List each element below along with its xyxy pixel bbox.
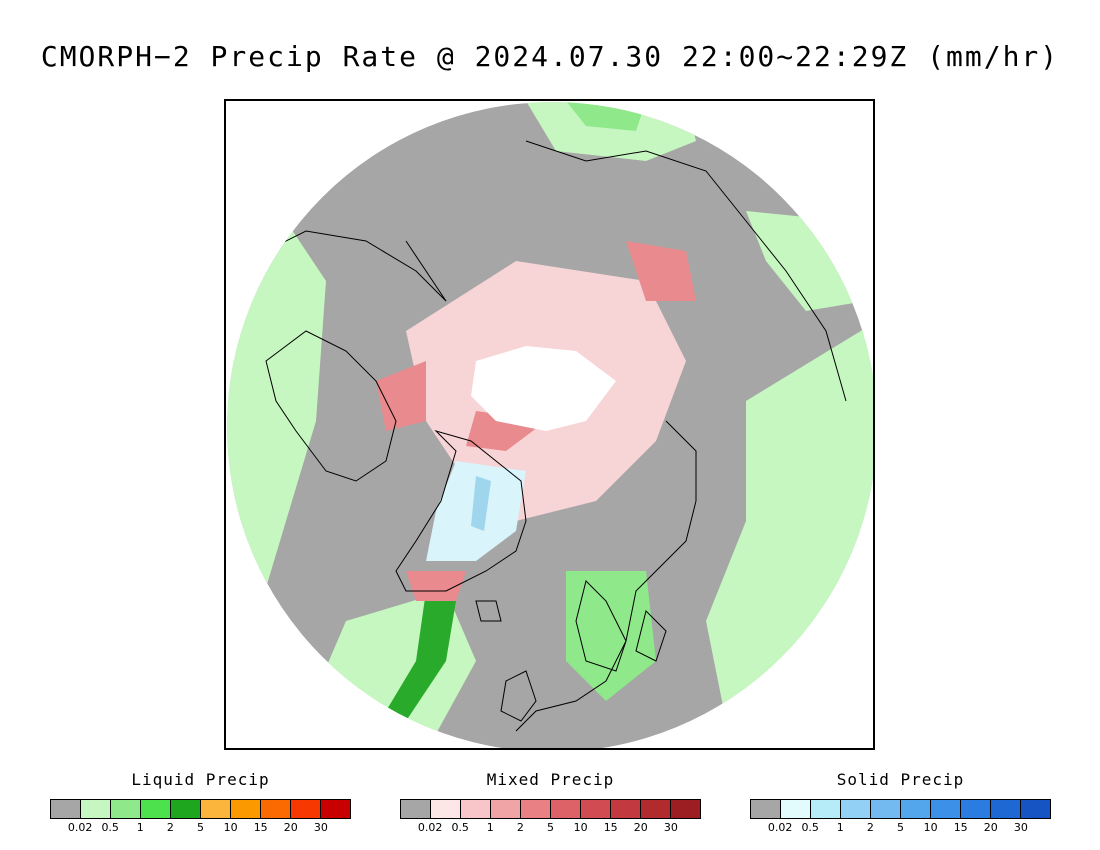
- colorbar-tick-label: 0.02: [417, 821, 443, 834]
- colorbar-swatch: [991, 800, 1021, 818]
- colorbar-swatch: [931, 800, 961, 818]
- colorbar-tick-label: 1: [486, 821, 494, 834]
- coastlines: [245, 140, 847, 732]
- colorbar-tick-label: 10: [923, 821, 938, 834]
- colorbar: [50, 799, 351, 819]
- colorbar-swatch: [871, 800, 901, 818]
- colorbar-tick-label: 0.5: [451, 821, 469, 834]
- colorbar-swatch: [611, 800, 641, 818]
- colorbar-tick-label: 15: [253, 821, 268, 834]
- border-line: [405, 240, 447, 302]
- colorbar-ticks: 0.02 0.5 1 2 5 10 15 20 30: [400, 821, 701, 837]
- colorbar-tick-label: 2: [166, 821, 174, 834]
- colorbar-swatch: [401, 800, 431, 818]
- colorbar-tick-label: 5: [197, 821, 204, 834]
- colorbar-tick-label: 2: [516, 821, 524, 834]
- colorbar-swatch: [261, 800, 291, 818]
- map-panel: [224, 99, 875, 750]
- colorbar-tick-label: 1: [136, 821, 144, 834]
- colorbar-tick-label: 10: [573, 821, 588, 834]
- colorbar-swatch: [291, 800, 321, 818]
- colorbar-tick-label: 5: [547, 821, 554, 834]
- colorbar-tick-label: 30: [1013, 821, 1028, 834]
- colorbar-tick-label: 0.5: [801, 821, 819, 834]
- colorbar-swatch: [461, 800, 491, 818]
- colorbar-swatch: [491, 800, 521, 818]
- colorbar-tick-label: 30: [663, 821, 678, 834]
- colorbar-swatch: [81, 800, 111, 818]
- colorbar-swatch: [51, 800, 81, 818]
- colorbar-swatch: [671, 800, 700, 818]
- liquid-band-south-heavy: [386, 591, 456, 721]
- chart-title: CMORPH−2 Precip Rate @ 2024.07.30 22:00~…: [40, 40, 1060, 73]
- no-data-pole: [471, 346, 616, 431]
- colorbar-ticks: 0.02 0.5 1 2 5 10 15 20 30: [50, 821, 351, 837]
- colorbar-tick-label: 10: [223, 821, 238, 834]
- colorbar-swatch: [1021, 800, 1050, 818]
- legend-title: Liquid Precip: [131, 770, 270, 789]
- colorbar-tick-label: 1: [836, 821, 844, 834]
- legend-title: Mixed Precip: [486, 770, 615, 789]
- colorbar-tick-label: 5: [897, 821, 904, 834]
- colorbar-swatch: [321, 800, 350, 818]
- legend-liquid: Liquid Precip 0.02 0.5 1 2 5 10 15 20 30: [50, 770, 351, 837]
- legend-solid: Solid Precip 0.02 0.5 1 2 5 10 15 20 30: [750, 770, 1051, 837]
- mixed-region-west: [376, 361, 426, 431]
- colorbar-swatch: [431, 800, 461, 818]
- colorbar-swatch: [521, 800, 551, 818]
- mixed-region-ne: [626, 241, 696, 301]
- colorbar-tick-label: 0.02: [767, 821, 793, 834]
- colorbar-swatch: [231, 800, 261, 818]
- legend-mixed: Mixed Precip 0.02 0.5 1 2 5 10 15 20 30: [400, 770, 701, 837]
- colorbar-tick-label: 15: [603, 821, 618, 834]
- colorbar-swatch: [781, 800, 811, 818]
- colorbar-swatch: [581, 800, 611, 818]
- colorbar-swatch: [811, 800, 841, 818]
- colorbar-swatch: [961, 800, 991, 818]
- colorbar-tick-label: 0.5: [101, 821, 119, 834]
- colorbar-swatch: [841, 800, 871, 818]
- colorbar-swatch: [551, 800, 581, 818]
- colorbar-swatch: [171, 800, 201, 818]
- colorbar: [750, 799, 1051, 819]
- colorbar-swatch: [141, 800, 171, 818]
- solid-streak-greenland: [471, 476, 491, 531]
- colorbar-swatch: [111, 800, 141, 818]
- legend-title: Solid Precip: [836, 770, 965, 789]
- polar-map: [227, 102, 873, 748]
- colorbar: [400, 799, 701, 819]
- colorbar-swatch: [901, 800, 931, 818]
- colorbar-tick-label: 30: [313, 821, 328, 834]
- colorbar-tick-label: 20: [633, 821, 648, 834]
- colorbar-ticks: 0.02 0.5 1 2 5 10 15 20 30: [750, 821, 1051, 837]
- colorbar-tick-label: 20: [983, 821, 998, 834]
- colorbar-swatch: [751, 800, 781, 818]
- colorbar-tick-label: 0.02: [67, 821, 93, 834]
- colorbar-tick-label: 20: [283, 821, 298, 834]
- colorbar-tick-label: 15: [953, 821, 968, 834]
- colorbar-swatch: [641, 800, 671, 818]
- colorbar-tick-label: 2: [866, 821, 874, 834]
- colorbar-swatch: [201, 800, 231, 818]
- mixed-region-greenland-tip: [406, 571, 466, 601]
